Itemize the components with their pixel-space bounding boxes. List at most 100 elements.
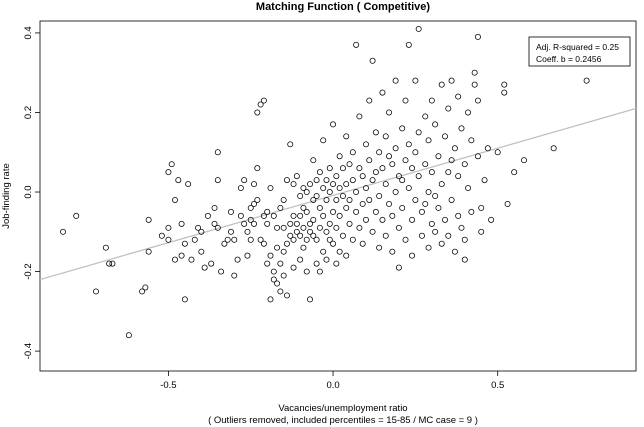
- data-point-220: [415, 129, 422, 136]
- data-point-160: [349, 177, 356, 184]
- data-point-221: [415, 173, 422, 180]
- data-point-27: [198, 228, 205, 235]
- data-point-90: [290, 181, 297, 188]
- data-point-107: [303, 236, 310, 243]
- data-point-18: [175, 177, 182, 184]
- data-point-171: [363, 141, 369, 148]
- y-tick-label-0: -0.4: [23, 343, 34, 359]
- data-point-117: [313, 177, 320, 184]
- data-point-134: [326, 189, 333, 195]
- data-point-58: [254, 197, 261, 203]
- data-point-142: [333, 197, 340, 203]
- data-point-120: [313, 260, 320, 267]
- data-point-276: [504, 200, 511, 207]
- data-point-36: [214, 224, 221, 231]
- data-point-266: [474, 97, 481, 104]
- data-point-54: [251, 181, 258, 188]
- data-point-82: [280, 248, 287, 255]
- data-point-50: [244, 252, 251, 259]
- data-point-68: [267, 185, 274, 192]
- data-point-196: [389, 212, 396, 219]
- data-point-39: [224, 236, 231, 243]
- data-point-197: [389, 248, 396, 255]
- data-point-147: [336, 212, 343, 219]
- data-point-228: [425, 189, 432, 195]
- data-point-240: [438, 240, 445, 247]
- data-point-88: [287, 220, 294, 227]
- data-point-127: [320, 212, 327, 219]
- data-point-137: [330, 121, 337, 128]
- data-point-271: [484, 145, 491, 152]
- data-point-270: [481, 177, 488, 184]
- data-point-86: [283, 292, 290, 299]
- data-point-93: [290, 264, 297, 271]
- data-point-53: [247, 236, 254, 243]
- data-point-145: [336, 153, 343, 160]
- data-point-195: [389, 161, 396, 168]
- data-point-239: [438, 181, 445, 188]
- data-point-115: [310, 216, 317, 223]
- data-point-33: [211, 204, 218, 211]
- data-point-45: [237, 185, 244, 192]
- data-point-274: [501, 81, 508, 88]
- y-tick-label-1: -0.2: [23, 263, 34, 279]
- data-point-113: [310, 157, 317, 164]
- data-point-236: [435, 153, 442, 160]
- data-point-226: [422, 200, 429, 207]
- data-point-229: [425, 244, 432, 251]
- data-point-225: [422, 161, 429, 168]
- data-point-47: [241, 177, 248, 184]
- data-point-254: [458, 125, 465, 132]
- data-point-201: [395, 173, 402, 180]
- data-point-206: [399, 204, 406, 211]
- data-point-184: [376, 193, 383, 199]
- data-point-14: [165, 169, 172, 176]
- data-point-41: [228, 228, 234, 235]
- y-tick-label-3: 0.2: [23, 106, 34, 119]
- data-point-0: [60, 228, 67, 235]
- data-point-29: [201, 264, 208, 271]
- data-point-216: [412, 77, 419, 84]
- data-point-32: [211, 220, 218, 227]
- data-point-164: [353, 208, 360, 215]
- data-point-243: [445, 105, 452, 112]
- data-point-112: [307, 296, 313, 303]
- data-point-214: [409, 216, 416, 223]
- data-point-125: [320, 137, 327, 144]
- data-point-67: [264, 260, 271, 267]
- data-point-114: [310, 197, 317, 203]
- data-point-190: [382, 181, 389, 188]
- data-point-139: [330, 208, 337, 215]
- data-point-265: [474, 33, 481, 40]
- data-point-98: [297, 212, 304, 219]
- data-point-203: [395, 264, 402, 271]
- data-point-126: [320, 185, 327, 192]
- data-point-108: [303, 268, 310, 275]
- data-point-132: [323, 256, 330, 263]
- data-point-63: [260, 240, 267, 247]
- data-point-122: [316, 204, 323, 211]
- data-point-105: [303, 189, 310, 195]
- data-point-176: [366, 197, 373, 203]
- data-point-57: [254, 165, 261, 172]
- data-point-168: [359, 173, 366, 180]
- data-point-72: [270, 268, 277, 275]
- data-point-135: [326, 220, 333, 227]
- data-point-131: [323, 228, 330, 235]
- data-point-237: [435, 204, 442, 211]
- data-point-179: [369, 228, 376, 235]
- data-point-128: [320, 248, 327, 255]
- data-point-151: [339, 232, 346, 239]
- data-point-74: [274, 224, 281, 231]
- data-point-6: [125, 332, 132, 339]
- data-point-42: [231, 236, 238, 243]
- data-point-261: [468, 137, 475, 144]
- data-point-174: [366, 97, 373, 104]
- data-point-166: [356, 165, 363, 172]
- data-point-227: [425, 137, 432, 144]
- data-point-130: [323, 197, 330, 203]
- data-point-141: [333, 173, 340, 180]
- data-point-242: [442, 216, 448, 223]
- data-point-247: [448, 157, 455, 164]
- data-point-170: [359, 240, 366, 247]
